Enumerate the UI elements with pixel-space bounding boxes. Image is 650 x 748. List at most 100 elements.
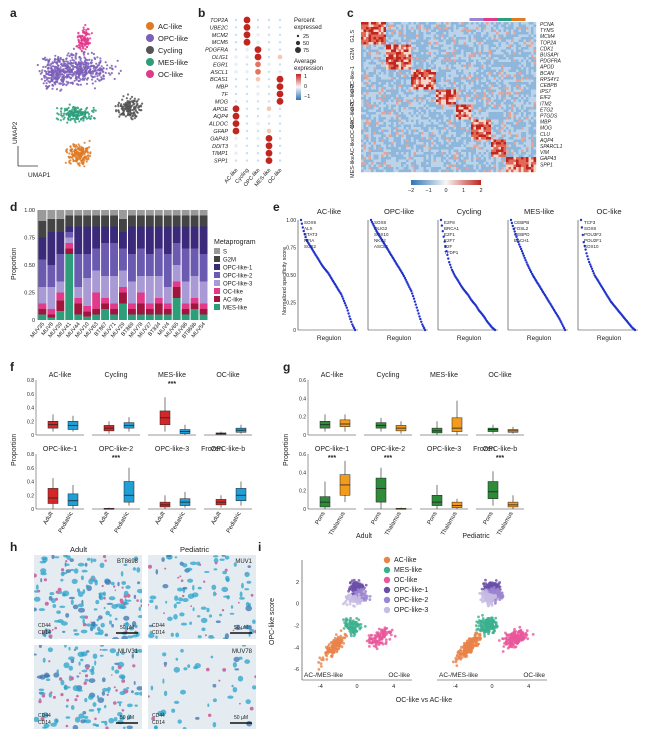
heatmap-cell bbox=[429, 117, 432, 120]
heatmap-cell bbox=[376, 135, 379, 138]
heatmap-cell bbox=[426, 77, 429, 80]
heatmap-cell bbox=[479, 37, 482, 40]
heatmap-cell bbox=[491, 150, 494, 153]
heatmap-cell bbox=[431, 82, 434, 85]
heatmap-cell bbox=[481, 120, 484, 123]
heatmap-cell bbox=[374, 42, 377, 45]
umap-cell-dot bbox=[69, 110, 71, 112]
heatmap-cell bbox=[501, 80, 504, 83]
heatmap-cell bbox=[404, 142, 407, 145]
heatmap-cell bbox=[441, 50, 444, 53]
heatmap-cell bbox=[431, 42, 434, 45]
heatmap-cell bbox=[381, 112, 384, 115]
heatmap-cell bbox=[406, 72, 409, 75]
heatmap-cell bbox=[489, 145, 492, 148]
heatmap-cell bbox=[526, 97, 529, 100]
heatmap-cell bbox=[489, 62, 492, 65]
heatmap-cell bbox=[436, 82, 439, 85]
umap-cell-dot bbox=[141, 103, 143, 105]
dotplot-dot bbox=[267, 107, 272, 112]
heatmap-cell bbox=[386, 72, 389, 75]
umap-cell-dot bbox=[74, 151, 76, 153]
heatmap-cell bbox=[361, 105, 364, 108]
heatmap-cell bbox=[406, 147, 409, 150]
dotplot-dot bbox=[246, 108, 248, 110]
heatmap-cell bbox=[471, 127, 474, 130]
heatmap-cell bbox=[476, 102, 479, 105]
heatmap-cell bbox=[496, 120, 499, 123]
heatmap-cell bbox=[476, 22, 479, 25]
heatmap-cell bbox=[491, 72, 494, 75]
heatmap-cell bbox=[374, 117, 377, 120]
heatmap-cell bbox=[369, 105, 372, 108]
umap-cell-dot bbox=[87, 53, 89, 55]
umap-cell-dot bbox=[121, 99, 123, 101]
heatmap-cell bbox=[406, 77, 409, 80]
heatmap-cell bbox=[534, 62, 537, 65]
heatmap-cell bbox=[369, 32, 372, 35]
heatmap-cell bbox=[511, 107, 514, 110]
heatmap-cell bbox=[474, 137, 477, 140]
legend-label: OC-like bbox=[158, 70, 183, 79]
heatmap-cell bbox=[451, 150, 454, 153]
heatmap-cell bbox=[449, 122, 452, 125]
heatmap-cell bbox=[491, 47, 494, 50]
heatmap-cell bbox=[514, 67, 517, 70]
heatmap-cell bbox=[476, 67, 479, 70]
heatmap-cell bbox=[429, 47, 432, 50]
heatmap-cell bbox=[446, 95, 449, 98]
heatmap-cell bbox=[424, 37, 427, 40]
heatmap-cell bbox=[484, 97, 487, 100]
heatmap-cell bbox=[456, 120, 459, 123]
heatmap-cell bbox=[476, 72, 479, 75]
heatmap-cell bbox=[366, 135, 369, 138]
umap-cell-dot bbox=[135, 106, 137, 108]
heatmap-cell bbox=[434, 147, 437, 150]
heatmap-cell bbox=[519, 30, 522, 33]
heatmap-cell bbox=[484, 65, 487, 68]
legend-pct-value: 25 bbox=[303, 34, 309, 40]
heatmap-cell bbox=[394, 70, 397, 73]
heatmap-cell bbox=[421, 27, 424, 30]
heatmap-cell bbox=[526, 112, 529, 115]
heatmap-cell bbox=[434, 137, 437, 140]
heatmap-cell bbox=[391, 32, 394, 35]
heatmap-cell bbox=[504, 130, 507, 133]
heatmap-cell bbox=[506, 70, 509, 73]
dotplot-dot bbox=[233, 113, 240, 120]
heatmap-cell bbox=[404, 57, 407, 60]
heatmap-cell bbox=[534, 47, 537, 50]
heatmap-cell bbox=[456, 27, 459, 30]
heatmap-cell bbox=[386, 107, 389, 110]
heatmap-cell bbox=[424, 90, 427, 93]
heatmap-cell bbox=[396, 87, 399, 90]
heatmap-cell bbox=[449, 112, 452, 115]
heatmap-cell bbox=[514, 27, 517, 30]
heatmap-cell bbox=[434, 105, 437, 108]
heatmap-cell bbox=[409, 42, 412, 45]
umap-cell-dot bbox=[57, 56, 59, 58]
heatmap-cell bbox=[504, 25, 507, 28]
heatmap-cell bbox=[456, 97, 459, 100]
heatmap-cell bbox=[449, 40, 452, 43]
heatmap-cell bbox=[366, 80, 369, 83]
heatmap-cell bbox=[444, 127, 447, 130]
heatmap-cell bbox=[369, 120, 372, 123]
heatmap-cell bbox=[531, 97, 534, 100]
heatmap-cell bbox=[401, 107, 404, 110]
heatmap-cell bbox=[501, 72, 504, 75]
heatmap-cell bbox=[489, 30, 492, 33]
heatmap-cell bbox=[419, 110, 422, 113]
heatmap-cell bbox=[414, 70, 417, 73]
heatmap-cell bbox=[531, 85, 534, 88]
heatmap-cell bbox=[499, 137, 502, 140]
heatmap-cell bbox=[374, 40, 377, 43]
heatmap-cell bbox=[474, 125, 477, 128]
heatmap-cell bbox=[469, 85, 472, 88]
heatmap-cell bbox=[441, 35, 444, 38]
heatmap-cell bbox=[381, 70, 384, 73]
heatmap-cell bbox=[526, 60, 529, 63]
heatmap-cell bbox=[424, 55, 427, 58]
heatmap-cell bbox=[411, 52, 414, 55]
heatmap-cell bbox=[441, 135, 444, 138]
